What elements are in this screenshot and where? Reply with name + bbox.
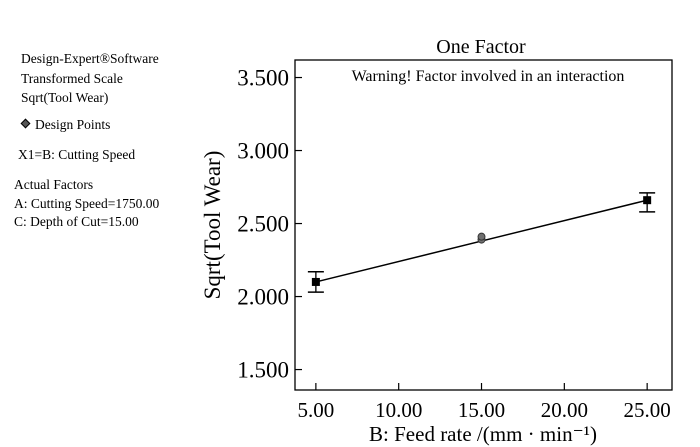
chart-title: One Factor bbox=[436, 36, 526, 58]
y-tick-label: 2.500 bbox=[237, 212, 289, 237]
x-tick-label: 25.00 bbox=[624, 398, 671, 422]
x-tick-label: 15.00 bbox=[458, 398, 505, 422]
response-label: Sqrt(Tool Wear) bbox=[21, 90, 109, 105]
x-tick-label: 5.00 bbox=[297, 398, 334, 422]
scale-label: Transformed Scale bbox=[21, 71, 123, 86]
y-tick-label: 2.000 bbox=[237, 285, 289, 310]
x-axis-label: B: Feed rate /(mm · min⁻¹) bbox=[369, 422, 597, 446]
software-label: Design-Expert®Software bbox=[21, 51, 159, 66]
design-point bbox=[477, 232, 486, 241]
warning-annotation: Warning! Factor involved in an interacti… bbox=[352, 68, 625, 85]
y-axis-label: Sqrt(Tool Wear) bbox=[200, 151, 225, 300]
mean-marker bbox=[643, 196, 652, 205]
y-tick-label: 3.000 bbox=[237, 139, 289, 164]
mean-marker bbox=[311, 277, 320, 286]
y-tick-label: 3.500 bbox=[237, 66, 289, 91]
x-tick-label: 10.00 bbox=[375, 398, 422, 422]
factor-a: A: Cutting Speed=1750.00 bbox=[14, 196, 160, 211]
legend-design-points: Design Points bbox=[20, 116, 110, 134]
x1-label: X1=B: Cutting Speed bbox=[18, 147, 136, 162]
legend-label: Design Points bbox=[35, 117, 111, 132]
x-tick-label: 20.00 bbox=[541, 398, 588, 422]
y-tick-label: 1.500 bbox=[237, 358, 289, 383]
actual-factors-title: Actual Factors bbox=[14, 177, 94, 192]
plot-frame bbox=[294, 59, 673, 391]
factor-c: C: Depth of Cut=15.00 bbox=[14, 214, 139, 229]
